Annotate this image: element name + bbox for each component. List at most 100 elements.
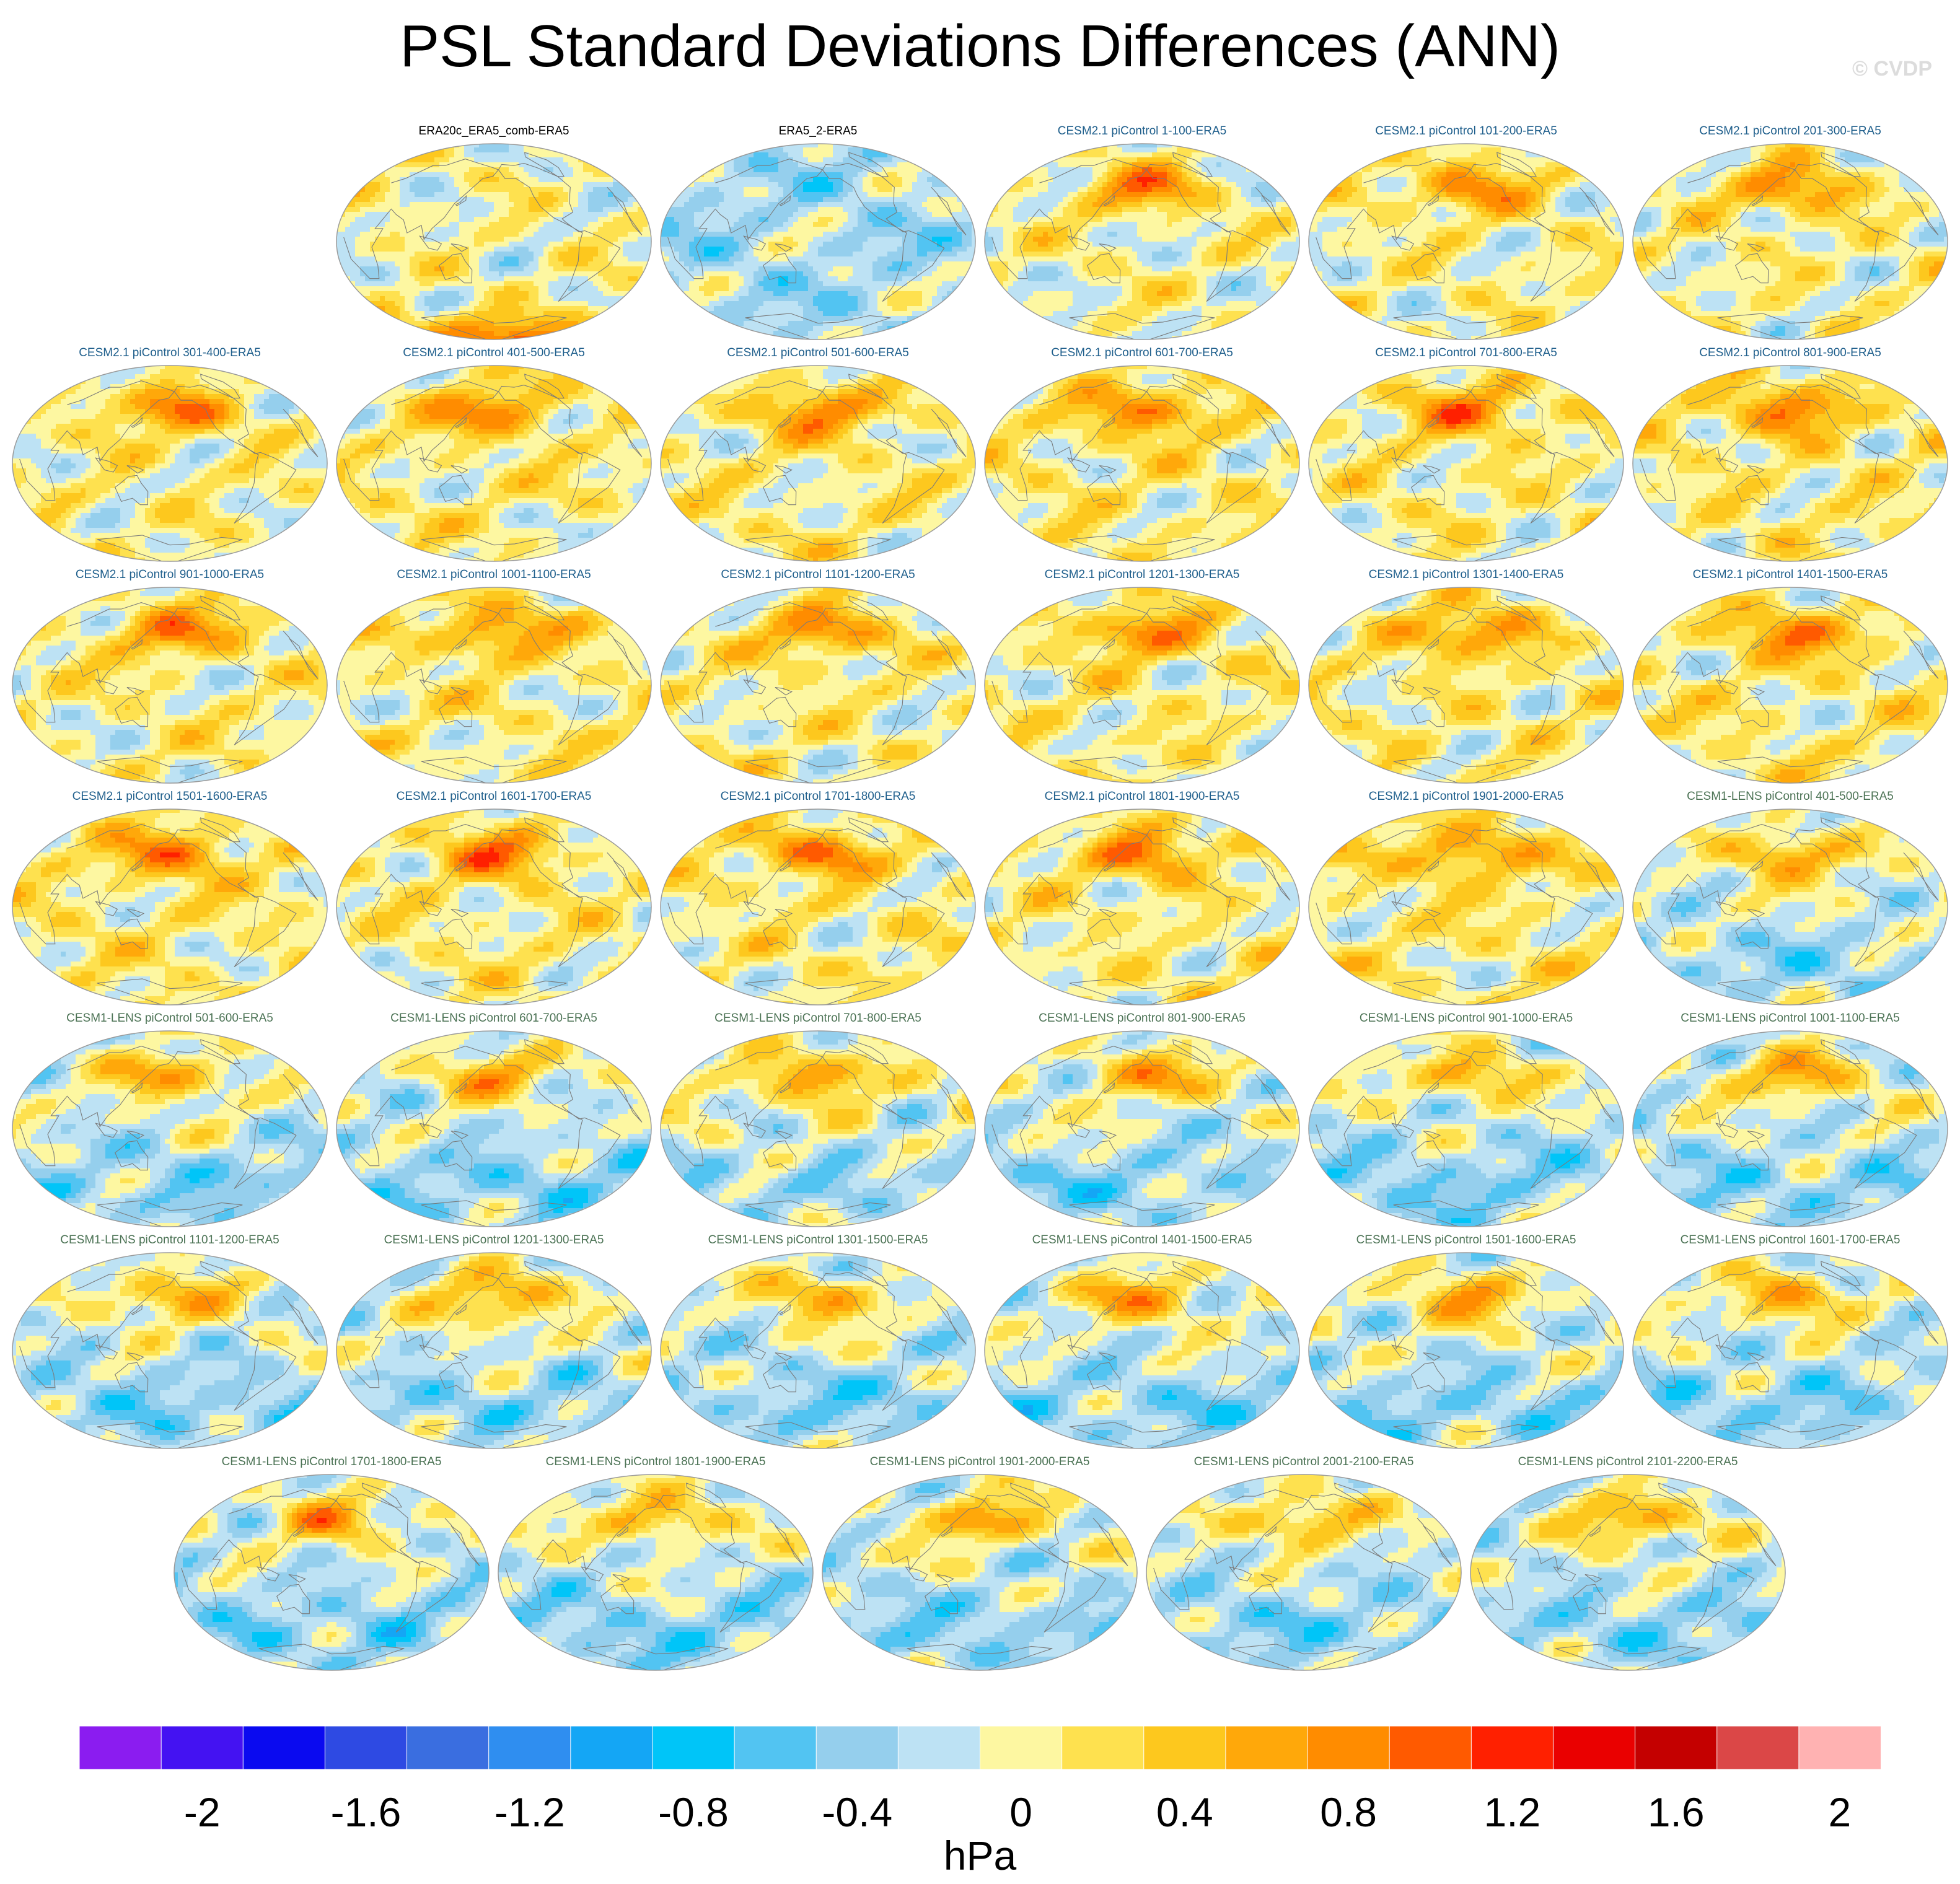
colorbar-swatch (1635, 1726, 1718, 1769)
map-plot (335, 364, 653, 563)
map-panel: CESM1-LENS piControl 501-600-ERA5 (9, 1010, 331, 1233)
panel-title: CESM1-LENS piControl 1301-1500-ERA5 (632, 1232, 1004, 1249)
panel-title: CESM2.1 piControl 1101-1200-ERA5 (632, 566, 1004, 584)
map-panel: CESM2.1 piControl 901-1000-ERA5 (9, 566, 331, 789)
map-plot (335, 142, 653, 341)
map-panel: CESM1-LENS piControl 1501-1600-ERA5 (1305, 1232, 1627, 1455)
colorbar-swatch (325, 1726, 407, 1769)
colorbar-swatch (1799, 1726, 1881, 1769)
map-panel: ERA5_2-ERA5 (657, 123, 979, 346)
map-panel: CESM2.1 piControl 701-800-ERA5 (1305, 344, 1627, 567)
colorbar-swatch (1307, 1726, 1390, 1769)
panel-title: CESM1-LENS piControl 2001-2100-ERA5 (1118, 1453, 1490, 1471)
colorbar (79, 1726, 1881, 1769)
map-panel: CESM1-LENS piControl 1601-1700-ERA5 (1629, 1232, 1951, 1455)
map-plot (1632, 142, 1949, 341)
map-plot (1469, 1473, 1786, 1672)
map-panel: CESM2.1 piControl 201-300-ERA5 (1629, 123, 1951, 346)
map-plot (1632, 808, 1949, 1006)
map-panel: CESM1-LENS piControl 1901-2000-ERA5 (819, 1453, 1141, 1676)
panel-title: ERA20c_ERA5_comb-ERA5 (308, 123, 680, 140)
map-panel: CESM2.1 piControl 1401-1500-ERA5 (1629, 566, 1951, 789)
map-panel: CESM1-LENS piControl 901-1000-ERA5 (1305, 1010, 1627, 1233)
map-panel: CESM2.1 piControl 1201-1300-ERA5 (981, 566, 1303, 789)
colorbar-swatch (243, 1726, 325, 1769)
colorbar-swatch (653, 1726, 735, 1769)
panel-title: CESM1-LENS piControl 601-700-ERA5 (308, 1010, 680, 1027)
colorbar-swatch (816, 1726, 899, 1769)
panel-title: CESM2.1 piControl 1601-1700-ERA5 (308, 788, 680, 805)
colorbar-swatch (1553, 1726, 1635, 1769)
panel-title: ERA5_2-ERA5 (632, 123, 1004, 140)
map-plot (497, 1473, 814, 1672)
map-plot (11, 364, 328, 563)
map-plot (335, 586, 653, 784)
colorbar-swatch (161, 1726, 244, 1769)
map-panel: ERA20c_ERA5_comb-ERA5 (333, 123, 655, 346)
colorbar-swatch (1062, 1726, 1145, 1769)
panel-title: CESM2.1 piControl 601-700-ERA5 (956, 344, 1328, 362)
map-plot (11, 1030, 328, 1228)
panel-title: CESM1-LENS piControl 1001-1100-ERA5 (1604, 1010, 1960, 1027)
panel-title: CESM2.1 piControl 1-100-ERA5 (956, 123, 1328, 140)
colorbar-swatch (489, 1726, 571, 1769)
map-plot (983, 808, 1301, 1006)
panel-title: CESM1-LENS piControl 401-500-ERA5 (1604, 788, 1960, 805)
panel-title: CESM1-LENS piControl 2101-2200-ERA5 (1442, 1453, 1814, 1471)
colorbar-swatch (734, 1726, 817, 1769)
map-plot (1307, 364, 1625, 563)
panel-title: CESM1-LENS piControl 901-1000-ERA5 (1280, 1010, 1652, 1027)
panel-title: CESM1-LENS piControl 801-900-ERA5 (956, 1010, 1328, 1027)
panel-title: CESM1-LENS piControl 1501-1600-ERA5 (1280, 1232, 1652, 1249)
map-panel: CESM1-LENS piControl 701-800-ERA5 (657, 1010, 979, 1233)
map-panel-grid: ERA20c_ERA5_comb-ERA5 ERA5_2-ERA5 CESM2.1 … (0, 0, 1960, 1698)
panel-title: CESM2.1 piControl 101-200-ERA5 (1280, 123, 1652, 140)
colorbar-swatch (1226, 1726, 1308, 1769)
panel-title: CESM2.1 piControl 901-1000-ERA5 (0, 566, 356, 584)
map-plot (1632, 586, 1949, 784)
map-plot (1632, 1030, 1949, 1228)
map-panel: CESM2.1 piControl 601-700-ERA5 (981, 344, 1303, 567)
panel-title: CESM2.1 piControl 1201-1300-ERA5 (956, 566, 1328, 584)
map-panel: CESM2.1 piControl 501-600-ERA5 (657, 344, 979, 567)
panel-title: CESM1-LENS piControl 1101-1200-ERA5 (0, 1232, 356, 1249)
map-plot (11, 1251, 328, 1450)
map-plot (1307, 808, 1625, 1006)
panel-title: CESM2.1 piControl 1501-1600-ERA5 (0, 788, 356, 805)
map-panel: CESM2.1 piControl 1001-1100-ERA5 (333, 566, 655, 789)
map-plot (1632, 364, 1949, 563)
panel-title: CESM2.1 piControl 701-800-ERA5 (1280, 344, 1652, 362)
map-plot (983, 586, 1301, 784)
colorbar-swatch (980, 1726, 1063, 1769)
map-plot (173, 1473, 490, 1672)
panel-title: CESM1-LENS piControl 501-600-ERA5 (0, 1010, 356, 1027)
map-plot (821, 1473, 1138, 1672)
map-plot (659, 808, 977, 1006)
map-panel: CESM2.1 piControl 1501-1600-ERA5 (9, 788, 331, 1011)
map-plot (1307, 1251, 1625, 1450)
map-plot (659, 142, 977, 341)
map-panel: CESM2.1 piControl 1601-1700-ERA5 (333, 788, 655, 1011)
colorbar-swatch (571, 1726, 653, 1769)
map-plot (983, 1030, 1301, 1228)
map-panel: CESM1-LENS piControl 1201-1300-ERA5 (333, 1232, 655, 1455)
colorbar-swatch (898, 1726, 980, 1769)
panel-title: CESM1-LENS piControl 1901-2000-ERA5 (794, 1453, 1166, 1471)
colorbar-swatch (1389, 1726, 1472, 1769)
panel-title: CESM2.1 piControl 1001-1100-ERA5 (308, 566, 680, 584)
map-plot (335, 808, 653, 1006)
map-plot (335, 1251, 653, 1450)
map-plot (983, 364, 1301, 563)
map-plot (659, 1030, 977, 1228)
map-plot (659, 1251, 977, 1450)
panel-title: CESM2.1 piControl 201-300-ERA5 (1604, 123, 1960, 140)
map-panel: CESM2.1 piControl 1301-1400-ERA5 (1305, 566, 1627, 789)
map-plot (1307, 142, 1625, 341)
map-plot (11, 808, 328, 1006)
map-panel: CESM1-LENS piControl 1801-1900-ERA5 (494, 1453, 817, 1676)
colorbar-swatch (407, 1726, 490, 1769)
colorbar-swatch (1144, 1726, 1226, 1769)
map-panel: CESM2.1 piControl 101-200-ERA5 (1305, 123, 1627, 346)
map-plot (1307, 1030, 1625, 1228)
map-plot (659, 586, 977, 784)
